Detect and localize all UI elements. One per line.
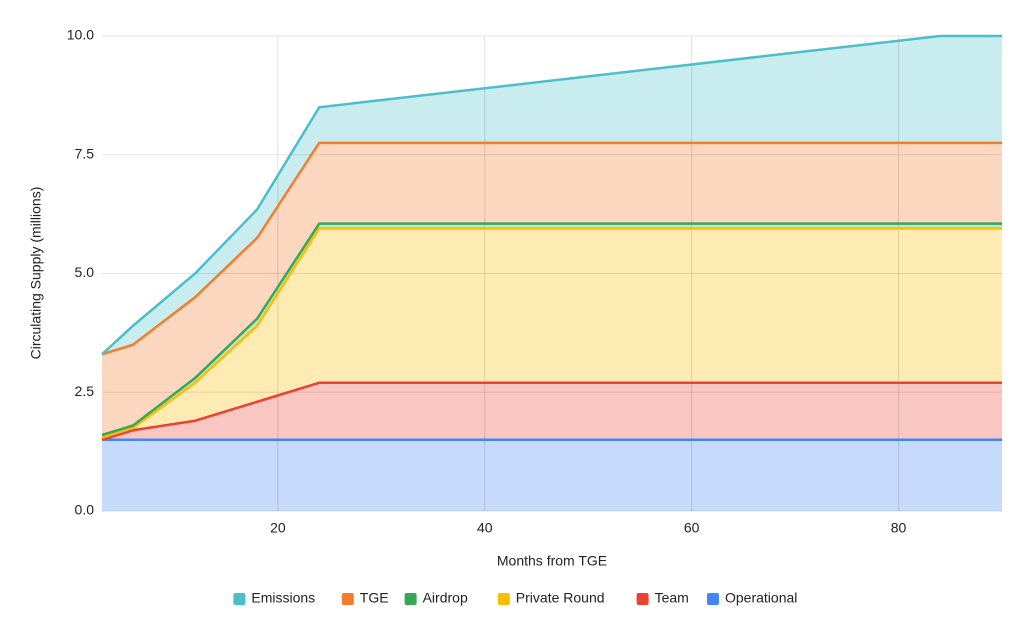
area-fill (102, 228, 1002, 440)
legend-label: Emissions (251, 590, 315, 606)
series-line (101, 34, 1002, 356)
legend-swatch (404, 593, 417, 605)
legend-swatch (636, 593, 649, 605)
series-line (101, 222, 1002, 437)
legend-swatch (233, 593, 246, 605)
area-fill (102, 382, 1002, 440)
legend-swatch (707, 593, 719, 605)
x-tick-label: 60 (684, 520, 700, 536)
legend-label: TGE (360, 590, 389, 606)
x-axis-title: Months from TGE (497, 553, 607, 569)
legend-swatch (341, 593, 354, 605)
y-tick-label: 2.5 (75, 383, 95, 399)
y-tick-label: 7.5 (75, 145, 95, 161)
y-tick-label: 5.0 (75, 264, 95, 280)
series-line (101, 227, 1002, 439)
y-axis-title: Circulating Supply (millions) (28, 187, 44, 360)
area-fill (102, 142, 1002, 435)
x-tick-label: 80 (891, 520, 907, 536)
legend-label: Private Round (516, 590, 605, 606)
x-tick-label: 40 (477, 520, 493, 536)
area-fill (102, 439, 1002, 511)
legend-label: Airdrop (423, 590, 468, 606)
series-line (101, 141, 1002, 356)
y-tick-label: 0.0 (75, 502, 95, 518)
legend-label: Team (655, 590, 689, 606)
y-tick-label: 10.0 (67, 27, 94, 43)
area-fill (102, 36, 1002, 355)
x-tick-label: 20 (270, 520, 286, 536)
legend-label: Operational (725, 590, 797, 606)
legend-swatch (497, 593, 510, 605)
series-line (101, 381, 1002, 441)
